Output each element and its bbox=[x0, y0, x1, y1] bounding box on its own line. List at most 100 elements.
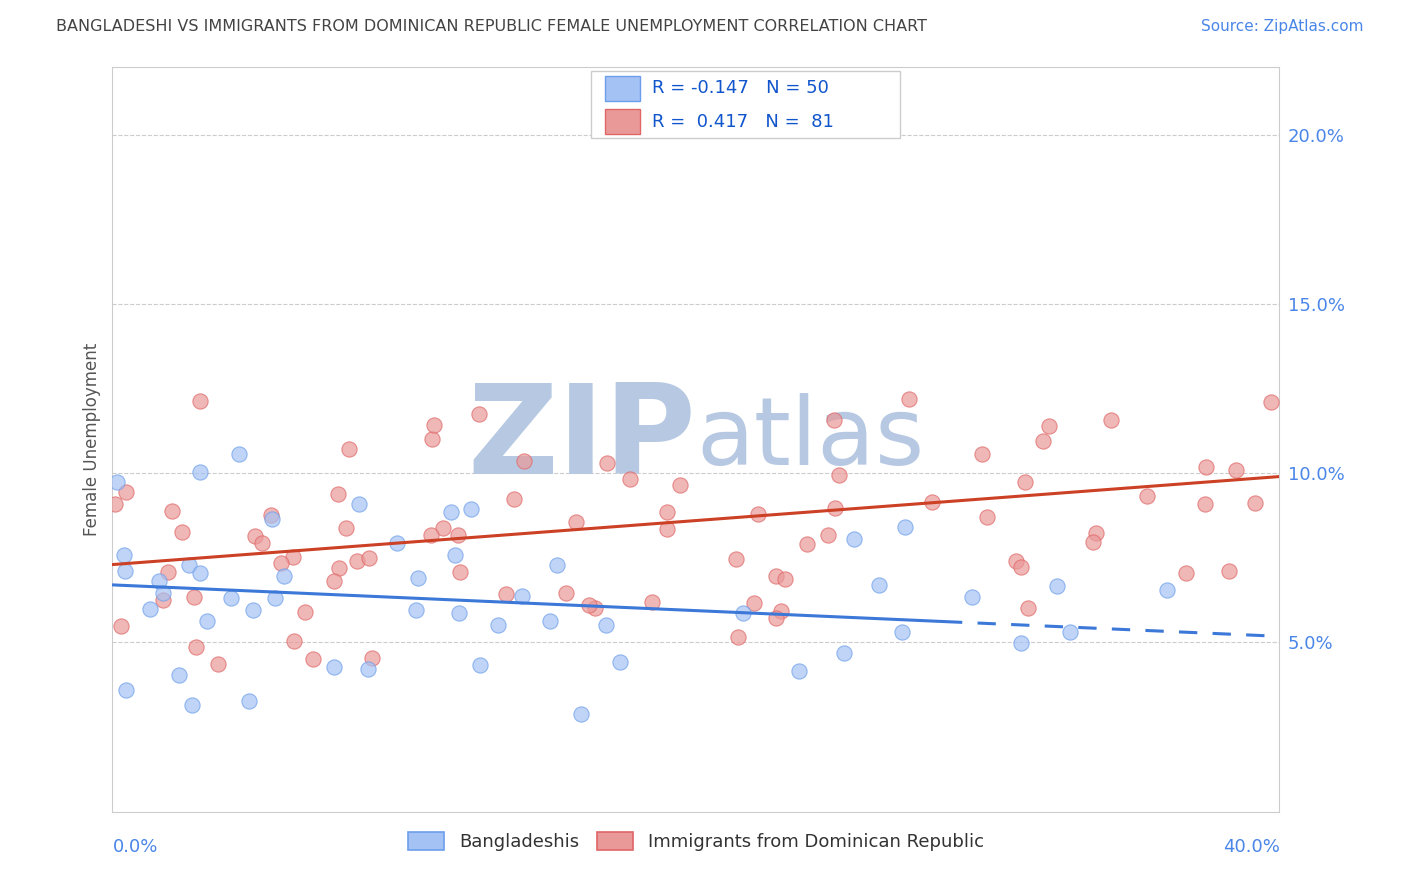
Point bbox=[513, 453, 536, 467]
Point bbox=[538, 615, 561, 629]
Point bbox=[596, 457, 619, 471]
Point bbox=[273, 569, 295, 583]
Point bbox=[243, 529, 266, 543]
Point bbox=[260, 512, 283, 526]
Point bbox=[179, 558, 201, 572]
Point bbox=[420, 432, 443, 446]
Point bbox=[1225, 463, 1247, 477]
Point bbox=[769, 604, 792, 618]
Point bbox=[828, 467, 851, 482]
Point bbox=[195, 614, 218, 628]
Point bbox=[270, 556, 292, 570]
Point bbox=[1194, 497, 1216, 511]
Y-axis label: Female Unemployment: Female Unemployment bbox=[83, 343, 101, 536]
Point bbox=[152, 592, 174, 607]
Point bbox=[894, 519, 917, 533]
Point bbox=[546, 558, 568, 572]
Point bbox=[207, 657, 229, 671]
Point bbox=[1195, 460, 1218, 475]
Point bbox=[960, 591, 983, 605]
Point bbox=[110, 619, 132, 633]
Point bbox=[569, 706, 592, 721]
Point bbox=[326, 487, 349, 501]
Point bbox=[842, 532, 865, 546]
Point bbox=[172, 525, 194, 540]
Point bbox=[724, 551, 747, 566]
Legend: Bangladeshis, Immigrants from Dominican Republic: Bangladeshis, Immigrants from Dominican … bbox=[401, 825, 991, 859]
Point bbox=[264, 591, 287, 606]
Point bbox=[152, 586, 174, 600]
Point bbox=[184, 640, 207, 654]
Point bbox=[1010, 636, 1032, 650]
Point bbox=[183, 590, 205, 604]
Point bbox=[564, 516, 586, 530]
Point bbox=[1244, 496, 1267, 510]
Point bbox=[387, 536, 409, 550]
Point bbox=[167, 668, 190, 682]
Point bbox=[502, 491, 524, 506]
Point bbox=[657, 522, 679, 536]
Point bbox=[180, 698, 202, 712]
Point bbox=[115, 485, 138, 500]
Text: R = -0.147   N = 50: R = -0.147 N = 50 bbox=[652, 79, 830, 97]
Point bbox=[148, 574, 170, 588]
Point bbox=[921, 494, 943, 508]
Point bbox=[742, 596, 765, 610]
Point bbox=[337, 442, 360, 456]
Point bbox=[335, 521, 357, 535]
Point bbox=[1260, 395, 1282, 409]
Point bbox=[405, 603, 427, 617]
Text: Source: ZipAtlas.com: Source: ZipAtlas.com bbox=[1201, 20, 1364, 34]
Text: 0.0%: 0.0% bbox=[112, 838, 157, 855]
Text: R =  0.417   N =  81: R = 0.417 N = 81 bbox=[652, 112, 834, 131]
Point bbox=[188, 566, 211, 581]
Point bbox=[357, 550, 380, 565]
Point bbox=[765, 569, 787, 583]
Point bbox=[221, 591, 243, 606]
Point bbox=[260, 508, 283, 523]
Point bbox=[468, 658, 491, 673]
Point bbox=[252, 536, 274, 550]
Point bbox=[238, 694, 260, 708]
Point bbox=[443, 548, 465, 562]
Point bbox=[1010, 560, 1032, 574]
Point bbox=[432, 521, 454, 535]
Point bbox=[1156, 583, 1178, 598]
Text: ZIP: ZIP bbox=[467, 379, 696, 500]
Point bbox=[1038, 419, 1060, 434]
Text: BANGLADESHI VS IMMIGRANTS FROM DOMINICAN REPUBLIC FEMALE UNEMPLOYMENT CORRELATIO: BANGLADESHI VS IMMIGRANTS FROM DOMINICAN… bbox=[56, 20, 927, 34]
Point bbox=[1099, 412, 1122, 426]
Point bbox=[228, 446, 250, 460]
Point bbox=[139, 602, 162, 616]
Point bbox=[976, 509, 998, 524]
Point bbox=[349, 497, 371, 511]
Point bbox=[823, 413, 845, 427]
Point bbox=[361, 651, 384, 665]
Point bbox=[449, 565, 471, 579]
Point bbox=[156, 565, 179, 579]
Text: 40.0%: 40.0% bbox=[1223, 838, 1279, 855]
Point bbox=[162, 503, 184, 517]
Point bbox=[1017, 601, 1039, 615]
Point bbox=[609, 655, 631, 669]
Point bbox=[323, 574, 346, 589]
Point bbox=[824, 500, 846, 515]
Point bbox=[406, 571, 429, 585]
Point bbox=[765, 611, 787, 625]
Point bbox=[1085, 526, 1108, 541]
Point bbox=[294, 605, 316, 619]
Point bbox=[495, 587, 517, 601]
Point bbox=[595, 618, 617, 632]
Point bbox=[1136, 489, 1159, 503]
Point bbox=[1081, 535, 1104, 549]
Point bbox=[112, 548, 135, 562]
Point bbox=[868, 578, 890, 592]
Point bbox=[1014, 475, 1036, 489]
Point bbox=[787, 665, 810, 679]
Point bbox=[1174, 566, 1197, 581]
Point bbox=[323, 659, 346, 673]
Point bbox=[832, 646, 855, 660]
Point bbox=[449, 606, 471, 620]
Point bbox=[897, 392, 920, 406]
Point bbox=[619, 472, 641, 486]
